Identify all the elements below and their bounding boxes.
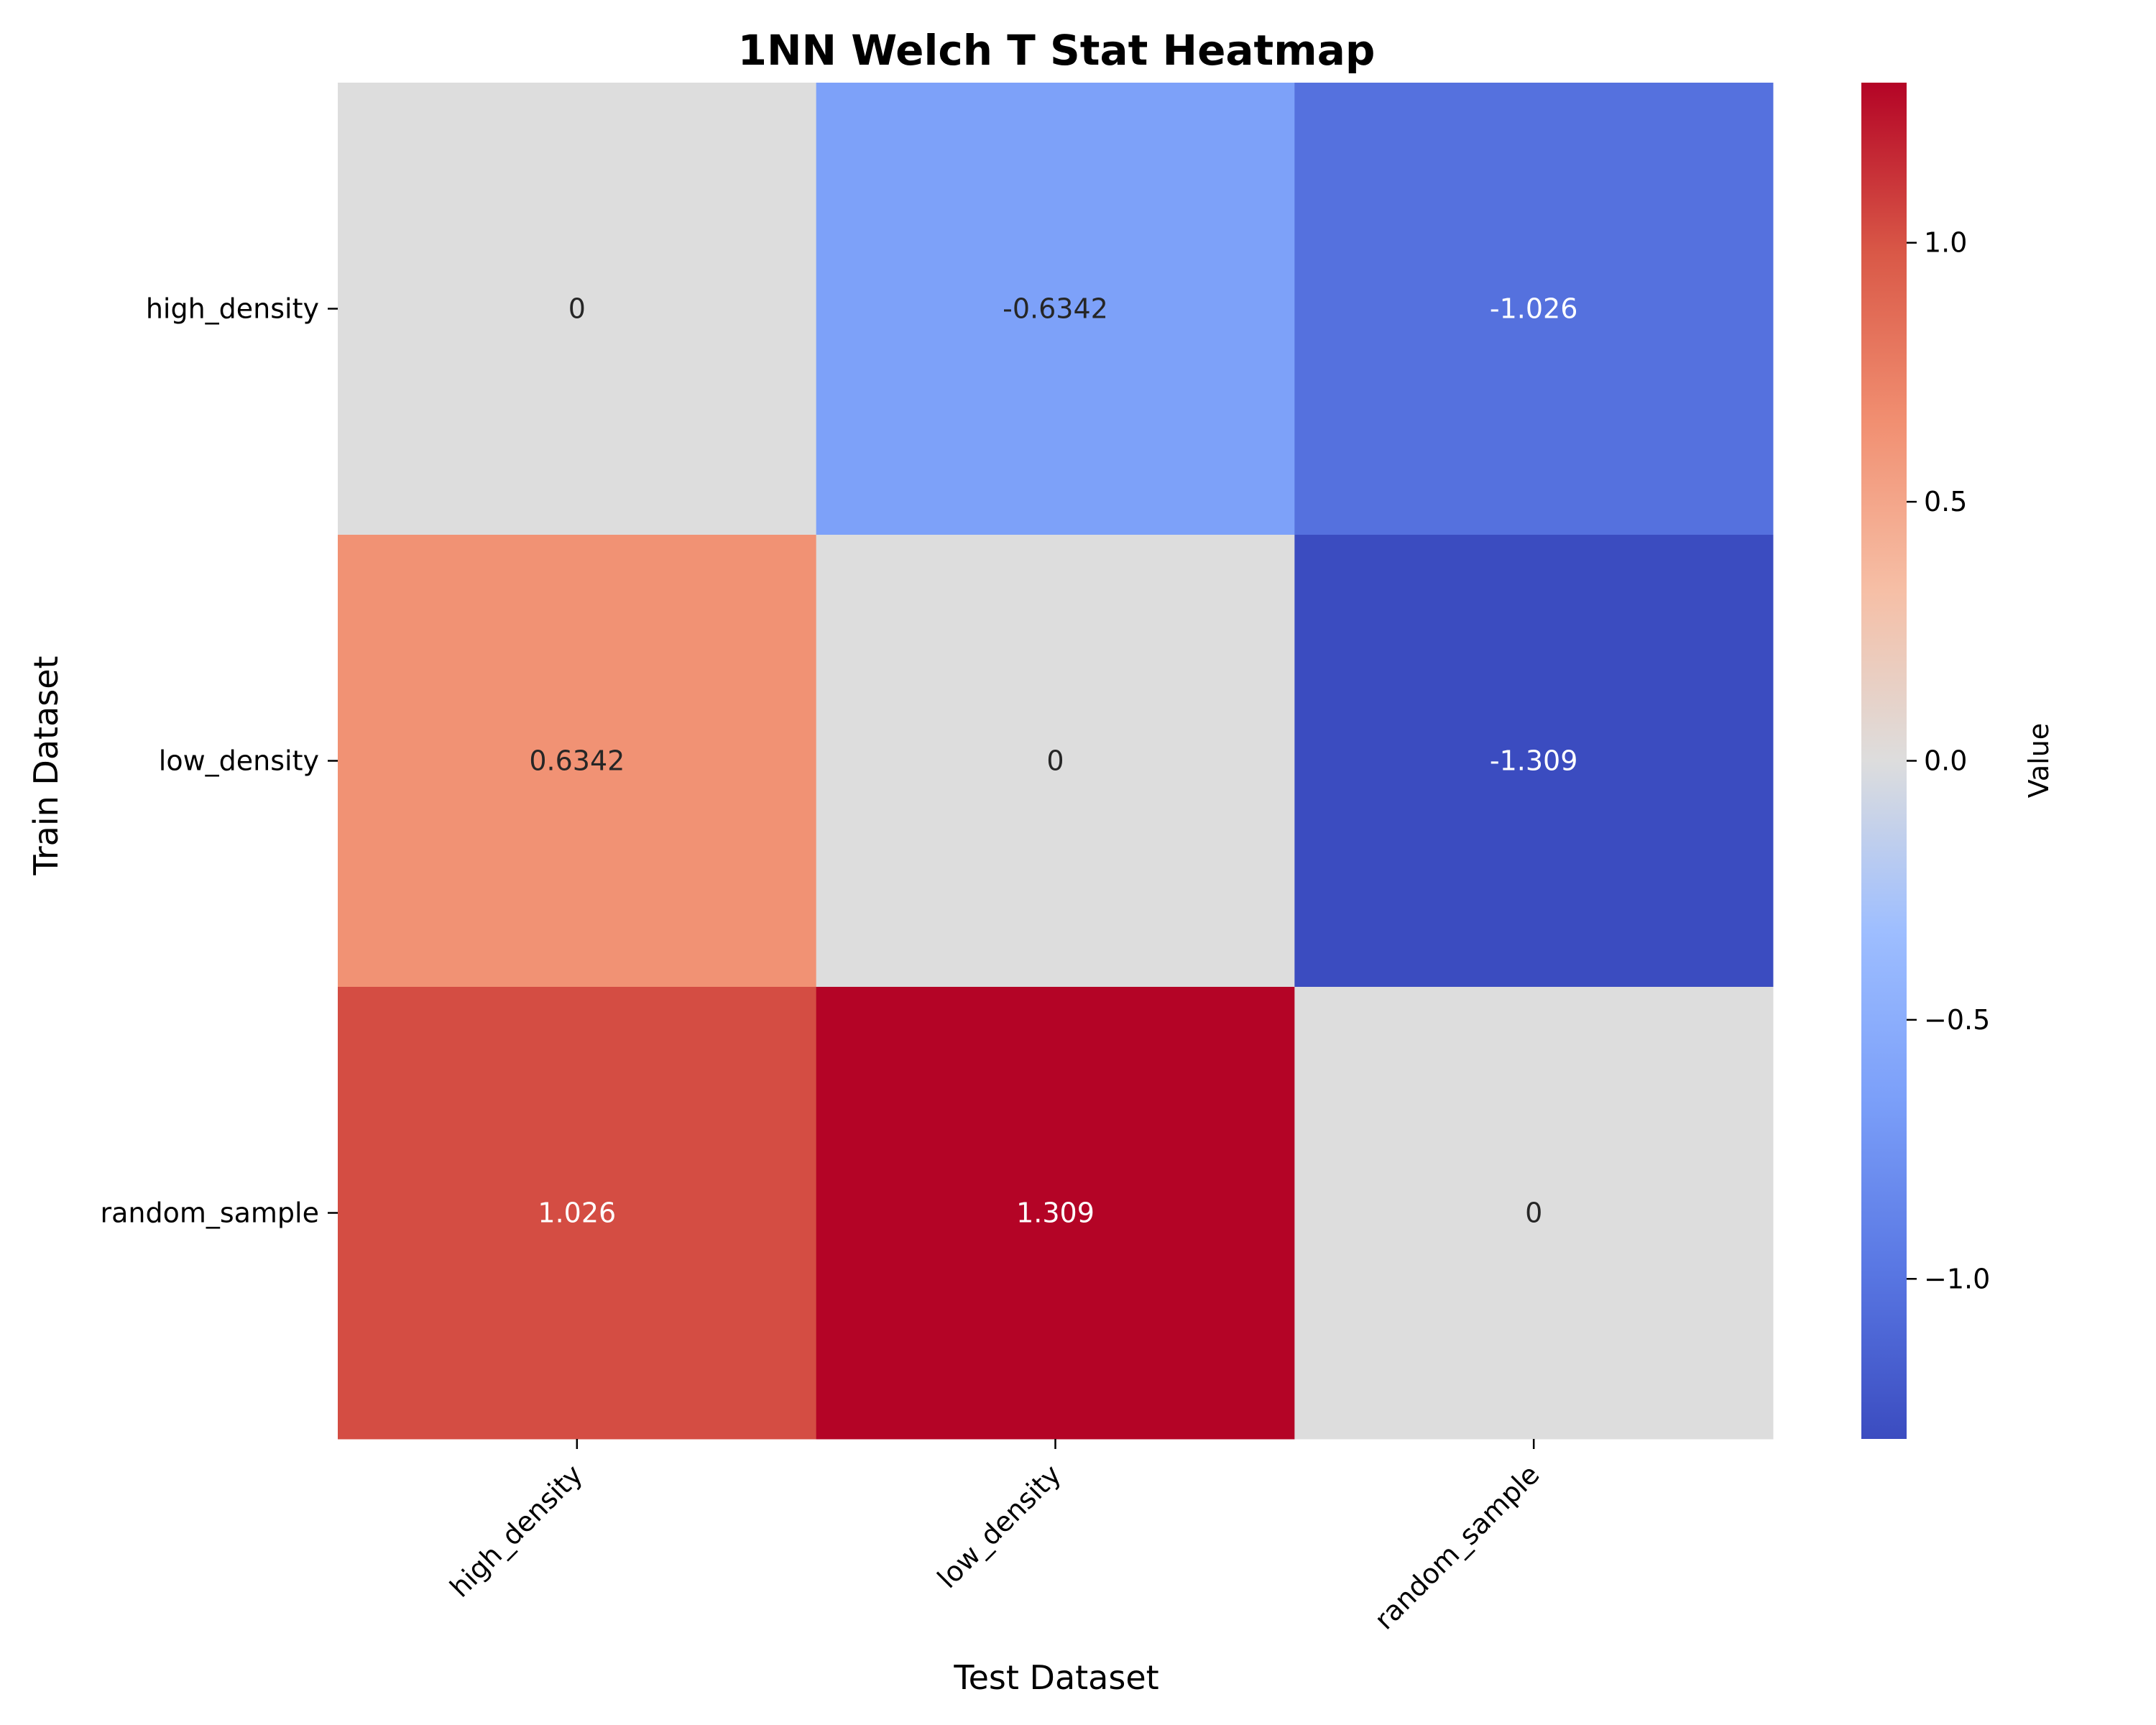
x-tick-label: high_density xyxy=(444,1458,589,1604)
y-axis-ticks: high_density low_density random_sample xyxy=(100,293,338,1229)
heatmap-cell xyxy=(1294,987,1774,1440)
heatmap-cell xyxy=(1294,83,1774,535)
cell-value-label: 1.026 xyxy=(538,1197,616,1229)
heatmap-cell xyxy=(338,535,817,988)
cell-value-label: -0.6342 xyxy=(1003,293,1108,325)
y-tick-label: low_density xyxy=(159,745,319,777)
cell-value-label: 1.309 xyxy=(1016,1197,1095,1229)
heatmap-cell-labels: 0 -0.6342 -1.026 0.6342 0 -1.309 1.026 1.309 0 xyxy=(529,293,1577,1229)
cell-value-label: 0 xyxy=(1046,745,1064,777)
colorbar-ticks: −1.0 −0.5 0.0 0.5 1.0 xyxy=(1907,227,1990,1294)
x-tick-label: low_density xyxy=(931,1458,1067,1594)
cell-value-label: 0.6342 xyxy=(529,745,625,777)
heatmap-cell xyxy=(338,83,817,535)
colorbar-tick-label: 0.5 xyxy=(1924,486,1967,518)
cell-value-label: -1.309 xyxy=(1490,745,1578,777)
x-axis-label: Test Dataset xyxy=(953,1658,1158,1697)
heatmap-cell xyxy=(338,987,817,1440)
heatmap-cells xyxy=(338,83,1774,1440)
x-tick-label: random_sample xyxy=(1368,1458,1545,1635)
heatmap-cell xyxy=(1294,535,1774,988)
x-axis-ticks: high_density low_density random_sample xyxy=(444,1439,1546,1636)
colorbar-tick-label: 0.0 xyxy=(1924,745,1967,777)
chart-title: 1NN Welch T Stat Heatmap xyxy=(738,26,1376,75)
cell-value-label: -1.026 xyxy=(1490,293,1578,325)
colorbar xyxy=(1861,83,1907,1439)
colorbar-tick-label: 1.0 xyxy=(1924,227,1967,259)
y-tick-label: high_density xyxy=(146,293,319,325)
colorbar-tick-label: −0.5 xyxy=(1924,1004,1990,1036)
heatmap-cell xyxy=(816,83,1295,535)
cell-value-label: 0 xyxy=(1525,1197,1542,1229)
heatmap-cell xyxy=(816,987,1295,1440)
colorbar-label: Value xyxy=(2023,723,2055,798)
colorbar-tick-label: −1.0 xyxy=(1924,1263,1990,1294)
heatmap-cell xyxy=(816,535,1295,988)
cell-value-label: 0 xyxy=(568,293,586,325)
y-axis-label: Train Dataset xyxy=(27,656,65,875)
y-tick-label: random_sample xyxy=(100,1197,319,1229)
